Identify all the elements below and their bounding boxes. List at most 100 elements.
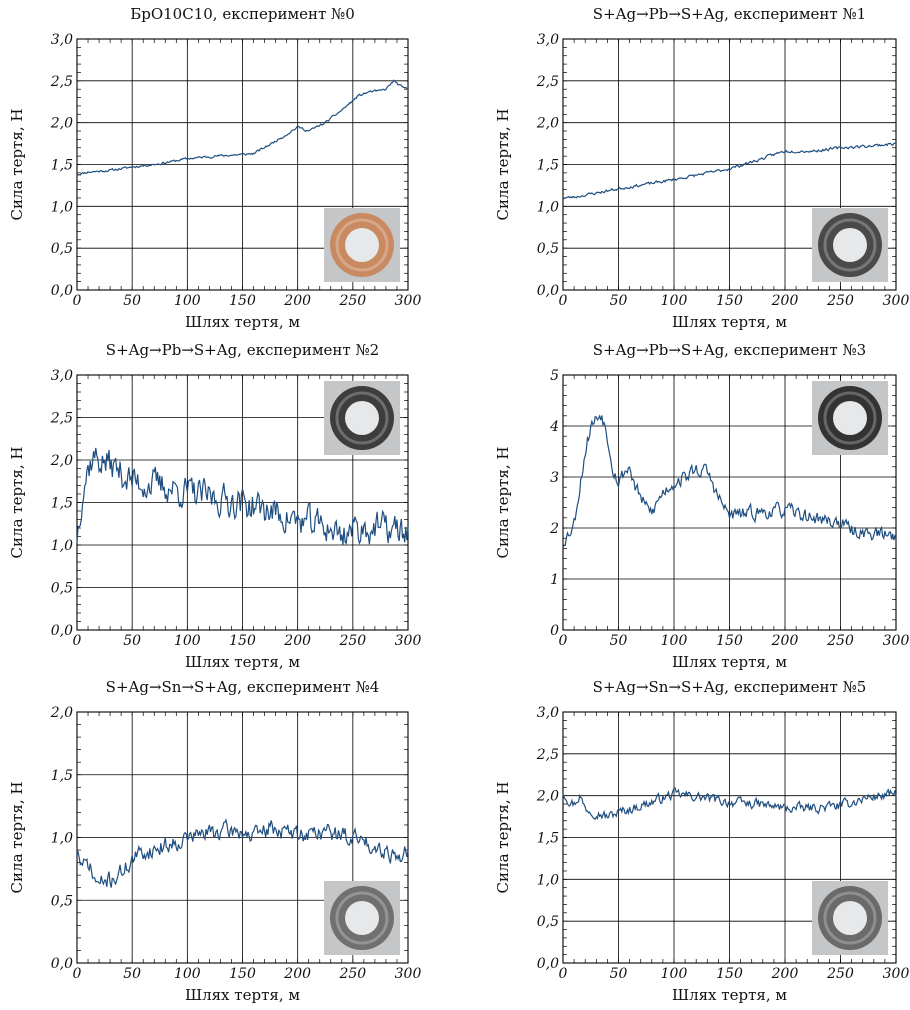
y-axis-label: Сила тертя, Н xyxy=(494,109,512,221)
x-tick-label: 100 xyxy=(174,966,201,982)
x-tick-label: 300 xyxy=(883,293,910,309)
y-tick-label: 3 xyxy=(550,470,559,486)
x-tick-label: 250 xyxy=(826,966,854,982)
bronze-ring-photo xyxy=(324,208,400,282)
y-tick-label: 0,5 xyxy=(51,581,73,597)
x-tick-label: 100 xyxy=(661,966,688,982)
x-tick-label: 250 xyxy=(338,966,366,982)
x-tick-label: 100 xyxy=(661,633,688,649)
y-tick-label: 2,0 xyxy=(50,116,73,132)
y-tick-label: 3,0 xyxy=(51,368,73,384)
y-tick-label: 5 xyxy=(550,368,559,384)
y-tick-label: 2,0 xyxy=(536,789,559,805)
y-tick-label: 3,0 xyxy=(51,32,73,48)
ring-sheen xyxy=(335,891,389,945)
plot-frame xyxy=(76,711,409,964)
series-line-0 xyxy=(562,787,897,821)
x-tick-label: 200 xyxy=(283,966,311,982)
y-tick-label: 0 xyxy=(550,623,559,639)
chart-panel-0: 0 50 100 150 200 250 300 0,0 0,5 1,0 1,5 2,0 2,5 3,0 Б… xyxy=(8,5,421,331)
x-tick-label: 200 xyxy=(771,293,799,309)
chart-panel-3: 0 50 100 150 200 250 300 0 1 2 3 4 5 S+Ag→Pb→S+Ag, ек… xyxy=(494,341,909,671)
x-tick-label: 100 xyxy=(174,293,201,309)
y-tick-label: 1 xyxy=(550,572,559,588)
y-tick-label: 1,0 xyxy=(51,199,73,215)
plot-frame xyxy=(76,38,409,291)
x-tick-label: 200 xyxy=(771,633,799,649)
x-axis-label: Шлях тертя, м xyxy=(672,313,787,331)
chart-title: S+Ag→Sn→S+Ag, експеримент №5 xyxy=(593,678,867,696)
y-tick-label: 0,0 xyxy=(51,623,73,639)
x-tick-label: 100 xyxy=(661,293,688,309)
grey-ring-photo xyxy=(324,881,400,955)
grey-ring-photo xyxy=(812,881,888,955)
x-tick-label: 0 xyxy=(559,966,568,982)
x-tick-label: 100 xyxy=(174,633,201,649)
y-tick-label: 0,0 xyxy=(51,283,73,299)
ring-sheen xyxy=(823,391,877,445)
x-tick-label: 50 xyxy=(123,966,141,982)
y-tick-label: 0,0 xyxy=(51,956,73,972)
y-axis-label: Сила тертя, Н xyxy=(8,447,26,559)
x-tick-label: 300 xyxy=(883,633,910,649)
y-axis-label: Сила тертя, Н xyxy=(8,782,26,894)
y-tick-label: 0,5 xyxy=(537,241,559,257)
x-tick-label: 50 xyxy=(610,966,628,982)
x-tick-label: 150 xyxy=(716,966,743,982)
series-line-0 xyxy=(76,818,409,888)
y-tick-label: 1,0 xyxy=(537,199,559,215)
y-tick-label: 1,5 xyxy=(51,768,73,784)
x-tick-label: 250 xyxy=(826,633,854,649)
x-tick-label: 300 xyxy=(883,966,910,982)
dark-ring-photo xyxy=(812,208,888,282)
x-tick-label: 300 xyxy=(395,966,422,982)
x-tick-label: 300 xyxy=(395,293,422,309)
series-line-0 xyxy=(562,142,897,200)
x-tick-label: 150 xyxy=(229,633,256,649)
y-tick-label: 2,0 xyxy=(536,116,559,132)
x-tick-label: 50 xyxy=(123,633,141,649)
y-axis-label: Сила тертя, Н xyxy=(494,447,512,559)
ring-hole xyxy=(345,401,379,435)
series-line-0 xyxy=(76,79,409,176)
chart-panel-5: 0 50 100 150 200 250 300 0,0 0,5 1,0 1,5 2,0 2,5 3,0 S… xyxy=(494,678,909,1004)
chart-title: S+Ag→Pb→S+Ag, експеримент №2 xyxy=(106,341,379,359)
y-tick-label: 1,0 xyxy=(51,538,73,554)
x-axis-label: Шлях тертя, м xyxy=(672,653,787,671)
x-axis-label: Шлях тертя, м xyxy=(185,653,300,671)
y-tick-label: 2,5 xyxy=(536,74,559,90)
dark-ring-photo xyxy=(812,381,888,455)
x-tick-label: 50 xyxy=(610,293,628,309)
chart-panel-4: 0 50 100 150 200 250 300 0,0 0,5 1,0 1,5 2,0 S+Ag→Sn… xyxy=(8,678,421,1004)
y-axis-label: Сила тертя, Н xyxy=(494,782,512,894)
y-tick-label: 1,0 xyxy=(537,872,559,888)
ring-hole xyxy=(833,901,867,935)
ring-hole xyxy=(833,401,867,435)
y-tick-label: 0,5 xyxy=(537,914,559,930)
ring-sheen xyxy=(823,218,877,272)
plot-frame xyxy=(562,711,897,964)
chart-title: S+Ag→Sn→S+Ag, експеримент №4 xyxy=(106,678,380,696)
plot-frame xyxy=(76,374,409,631)
series-line-0 xyxy=(76,447,409,545)
x-tick-label: 0 xyxy=(73,966,82,982)
x-tick-label: 200 xyxy=(771,966,799,982)
x-tick-label: 0 xyxy=(559,293,568,309)
x-tick-label: 250 xyxy=(826,293,854,309)
y-tick-label: 0,5 xyxy=(51,893,73,909)
x-tick-label: 50 xyxy=(610,633,628,649)
x-tick-label: 150 xyxy=(229,293,256,309)
x-axis-label: Шлях тертя, м xyxy=(185,986,300,1004)
y-tick-label: 0,0 xyxy=(537,283,559,299)
x-tick-label: 250 xyxy=(338,633,366,649)
plot-frame xyxy=(562,374,897,631)
x-axis-label: Шлях тертя, м xyxy=(672,986,787,1004)
y-tick-label: 3,0 xyxy=(537,32,559,48)
x-tick-label: 150 xyxy=(716,293,743,309)
y-tick-label: 2,0 xyxy=(50,705,73,721)
x-tick-label: 200 xyxy=(283,633,311,649)
dark-ring-photo xyxy=(324,381,400,455)
x-tick-label: 150 xyxy=(229,966,256,982)
series-line-0 xyxy=(562,414,897,547)
y-tick-label: 0,0 xyxy=(537,956,559,972)
